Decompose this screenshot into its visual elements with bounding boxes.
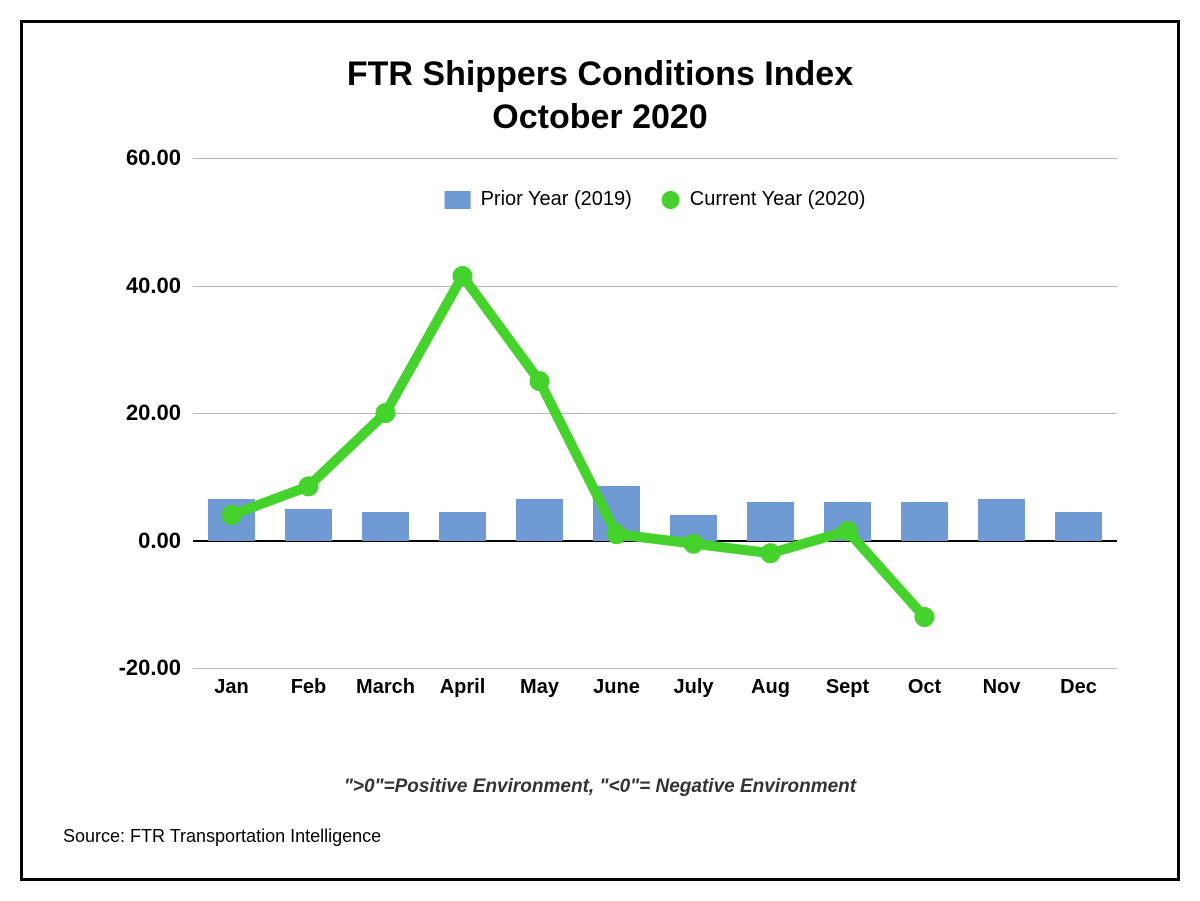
grid-line [193,668,1117,669]
line-layer [193,158,1117,668]
y-tick-label: 60.00 [126,145,193,171]
line-marker [916,608,934,626]
x-tick-label: Dec [1060,676,1097,699]
x-tick-label: Sept [826,676,869,699]
x-tick-label: June [593,676,640,699]
x-tick-label: Nov [983,676,1021,699]
line-marker [531,372,549,390]
y-tick-label: 0.00 [138,528,193,554]
line-marker [608,525,626,543]
dot-swatch-icon [662,191,680,209]
line-marker [839,522,857,540]
x-axis-labels: Jan Feb March April May June July Aug Sept Oct Nov… [193,676,1117,706]
x-tick-label: Jan [214,676,248,699]
line-marker [300,477,318,495]
x-tick-label: April [440,676,486,699]
source-text: Source: FTR Transportation Intelligence [63,826,1137,847]
footnote: ">0"=Positive Environment, "<0"= Negativ… [63,776,1137,798]
legend-current-year: Current Year (2020) [662,188,866,211]
y-tick-label: 20.00 [126,400,193,426]
x-tick-label: Oct [908,676,941,699]
legend-current-label: Current Year (2020) [690,188,866,211]
chart-frame: FTR Shippers Conditions Index October 20… [20,20,1180,881]
line-marker [685,535,703,553]
legend-prior-year: Prior Year (2019) [445,188,632,211]
line-series [232,276,925,617]
title-line-2: October 2020 [492,98,707,136]
line-marker [377,404,395,422]
y-tick-label: -20.00 [119,655,193,681]
bar-swatch-icon [445,191,471,209]
line-marker [454,267,472,285]
line-marker [762,544,780,562]
chart-title: FTR Shippers Conditions Index October 20… [63,53,1137,138]
legend-prior-label: Prior Year (2019) [481,188,632,211]
x-tick-label: Aug [751,676,790,699]
x-tick-label: May [520,676,559,699]
chart-area: Prior Year (2019) Current Year (2020) -2… [63,158,1137,718]
line-marker [223,506,241,524]
plot-region: Prior Year (2019) Current Year (2020) -2… [193,158,1117,668]
legend: Prior Year (2019) Current Year (2020) [445,188,866,211]
x-tick-label: July [673,676,713,699]
x-tick-label: Feb [291,676,327,699]
x-tick-label: March [356,676,415,699]
y-tick-label: 40.00 [126,273,193,299]
title-line-1: FTR Shippers Conditions Index [347,55,853,93]
